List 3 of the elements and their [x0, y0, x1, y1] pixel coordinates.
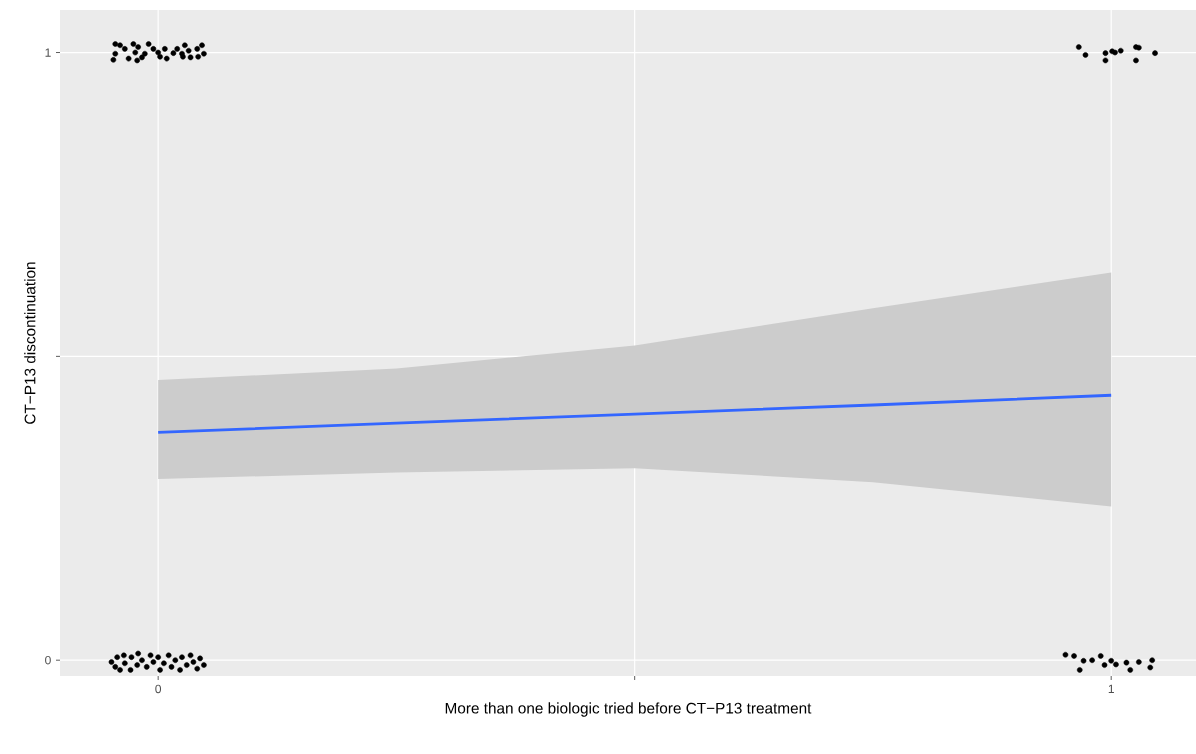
line-series [156, 393, 1113, 434]
x-axis-title: More than one biologic tried before CT−P13 treatment [445, 702, 812, 717]
y-axis-title: CT−P13 discontinuation [24, 262, 36, 424]
